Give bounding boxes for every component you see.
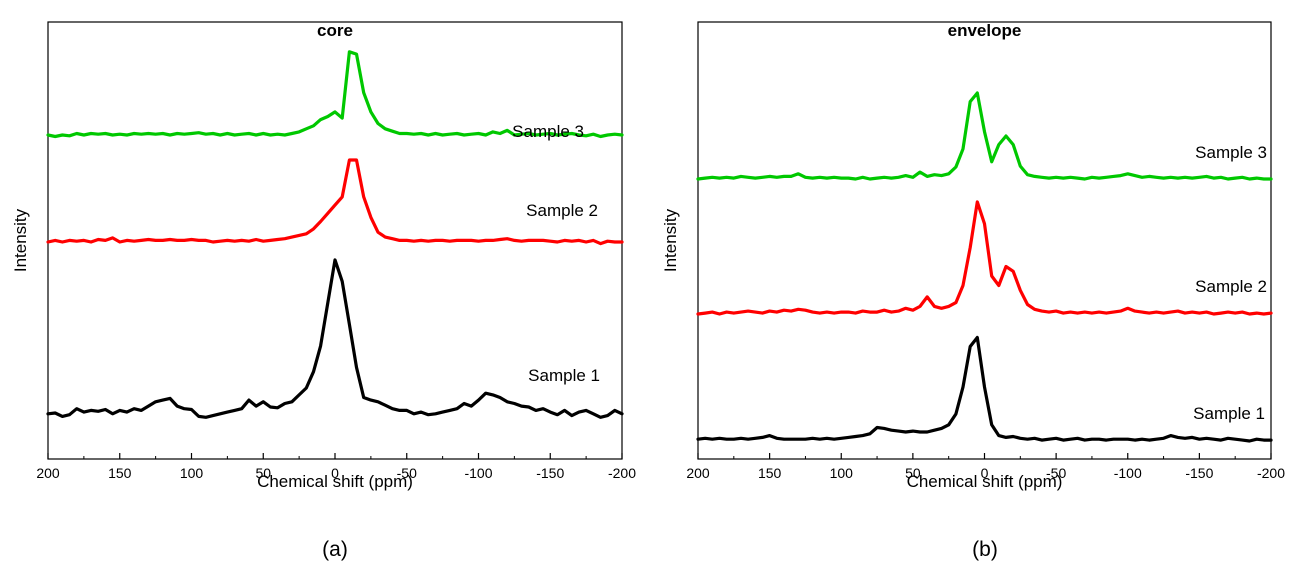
x-tick-label: 200 — [36, 465, 60, 481]
x-tick-label: -100 — [1114, 465, 1142, 481]
y-axis-label: Intensity — [11, 208, 30, 272]
x-tick-label: -200 — [608, 465, 636, 481]
panel-caption: (a) — [322, 538, 348, 561]
x-tick-label: -50 — [397, 465, 417, 481]
x-tick-label: -200 — [1257, 465, 1285, 481]
series-label: Sample 2 — [526, 201, 598, 220]
series-line-sample-3 — [46, 50, 624, 139]
series-line-sample-3 — [696, 91, 1273, 181]
series-line-sample-2 — [46, 158, 624, 246]
x-tick-label: 200 — [686, 465, 710, 481]
series-line-sample-1 — [46, 258, 624, 419]
panel-caption: (b) — [972, 538, 998, 561]
x-tick-label: 50 — [905, 465, 921, 481]
series-label: Sample 2 — [1195, 277, 1267, 296]
x-tick-label: 0 — [331, 465, 339, 481]
x-tick-label: -150 — [1185, 465, 1213, 481]
x-tick-label: 100 — [830, 465, 854, 481]
panel-title: core — [317, 21, 353, 40]
x-tick-label: -150 — [536, 465, 564, 481]
panel-envelope: 200 150 100 50 0 -50 -100 -150 -200 envelope Chemi… — [661, 21, 1285, 561]
panel-core: 200 150 100 50 0 -50 -100 -150 -200 core Chemical … — [11, 21, 636, 561]
series-label: Sample 1 — [1193, 404, 1265, 423]
x-tick-label: -100 — [464, 465, 492, 481]
panel-title: envelope — [948, 21, 1022, 40]
x-axis-label: Chemical shift (ppm) — [907, 472, 1063, 491]
x-tick-label: 150 — [758, 465, 782, 481]
x-tick-label: 100 — [180, 465, 204, 481]
y-axis-label: Intensity — [661, 208, 680, 272]
series-line-sample-2 — [696, 200, 1273, 316]
x-tick-label: 50 — [255, 465, 271, 481]
x-tick-label: 0 — [981, 465, 989, 481]
x-axis-label: Chemical shift (ppm) — [257, 472, 413, 491]
x-tick-label: 150 — [108, 465, 132, 481]
x-tick-label: -50 — [1046, 465, 1066, 481]
series-label: Sample 1 — [528, 366, 600, 385]
series-label: Sample 3 — [1195, 143, 1267, 162]
series-label: Sample 3 — [512, 122, 584, 141]
series-line-sample-1 — [696, 335, 1273, 443]
